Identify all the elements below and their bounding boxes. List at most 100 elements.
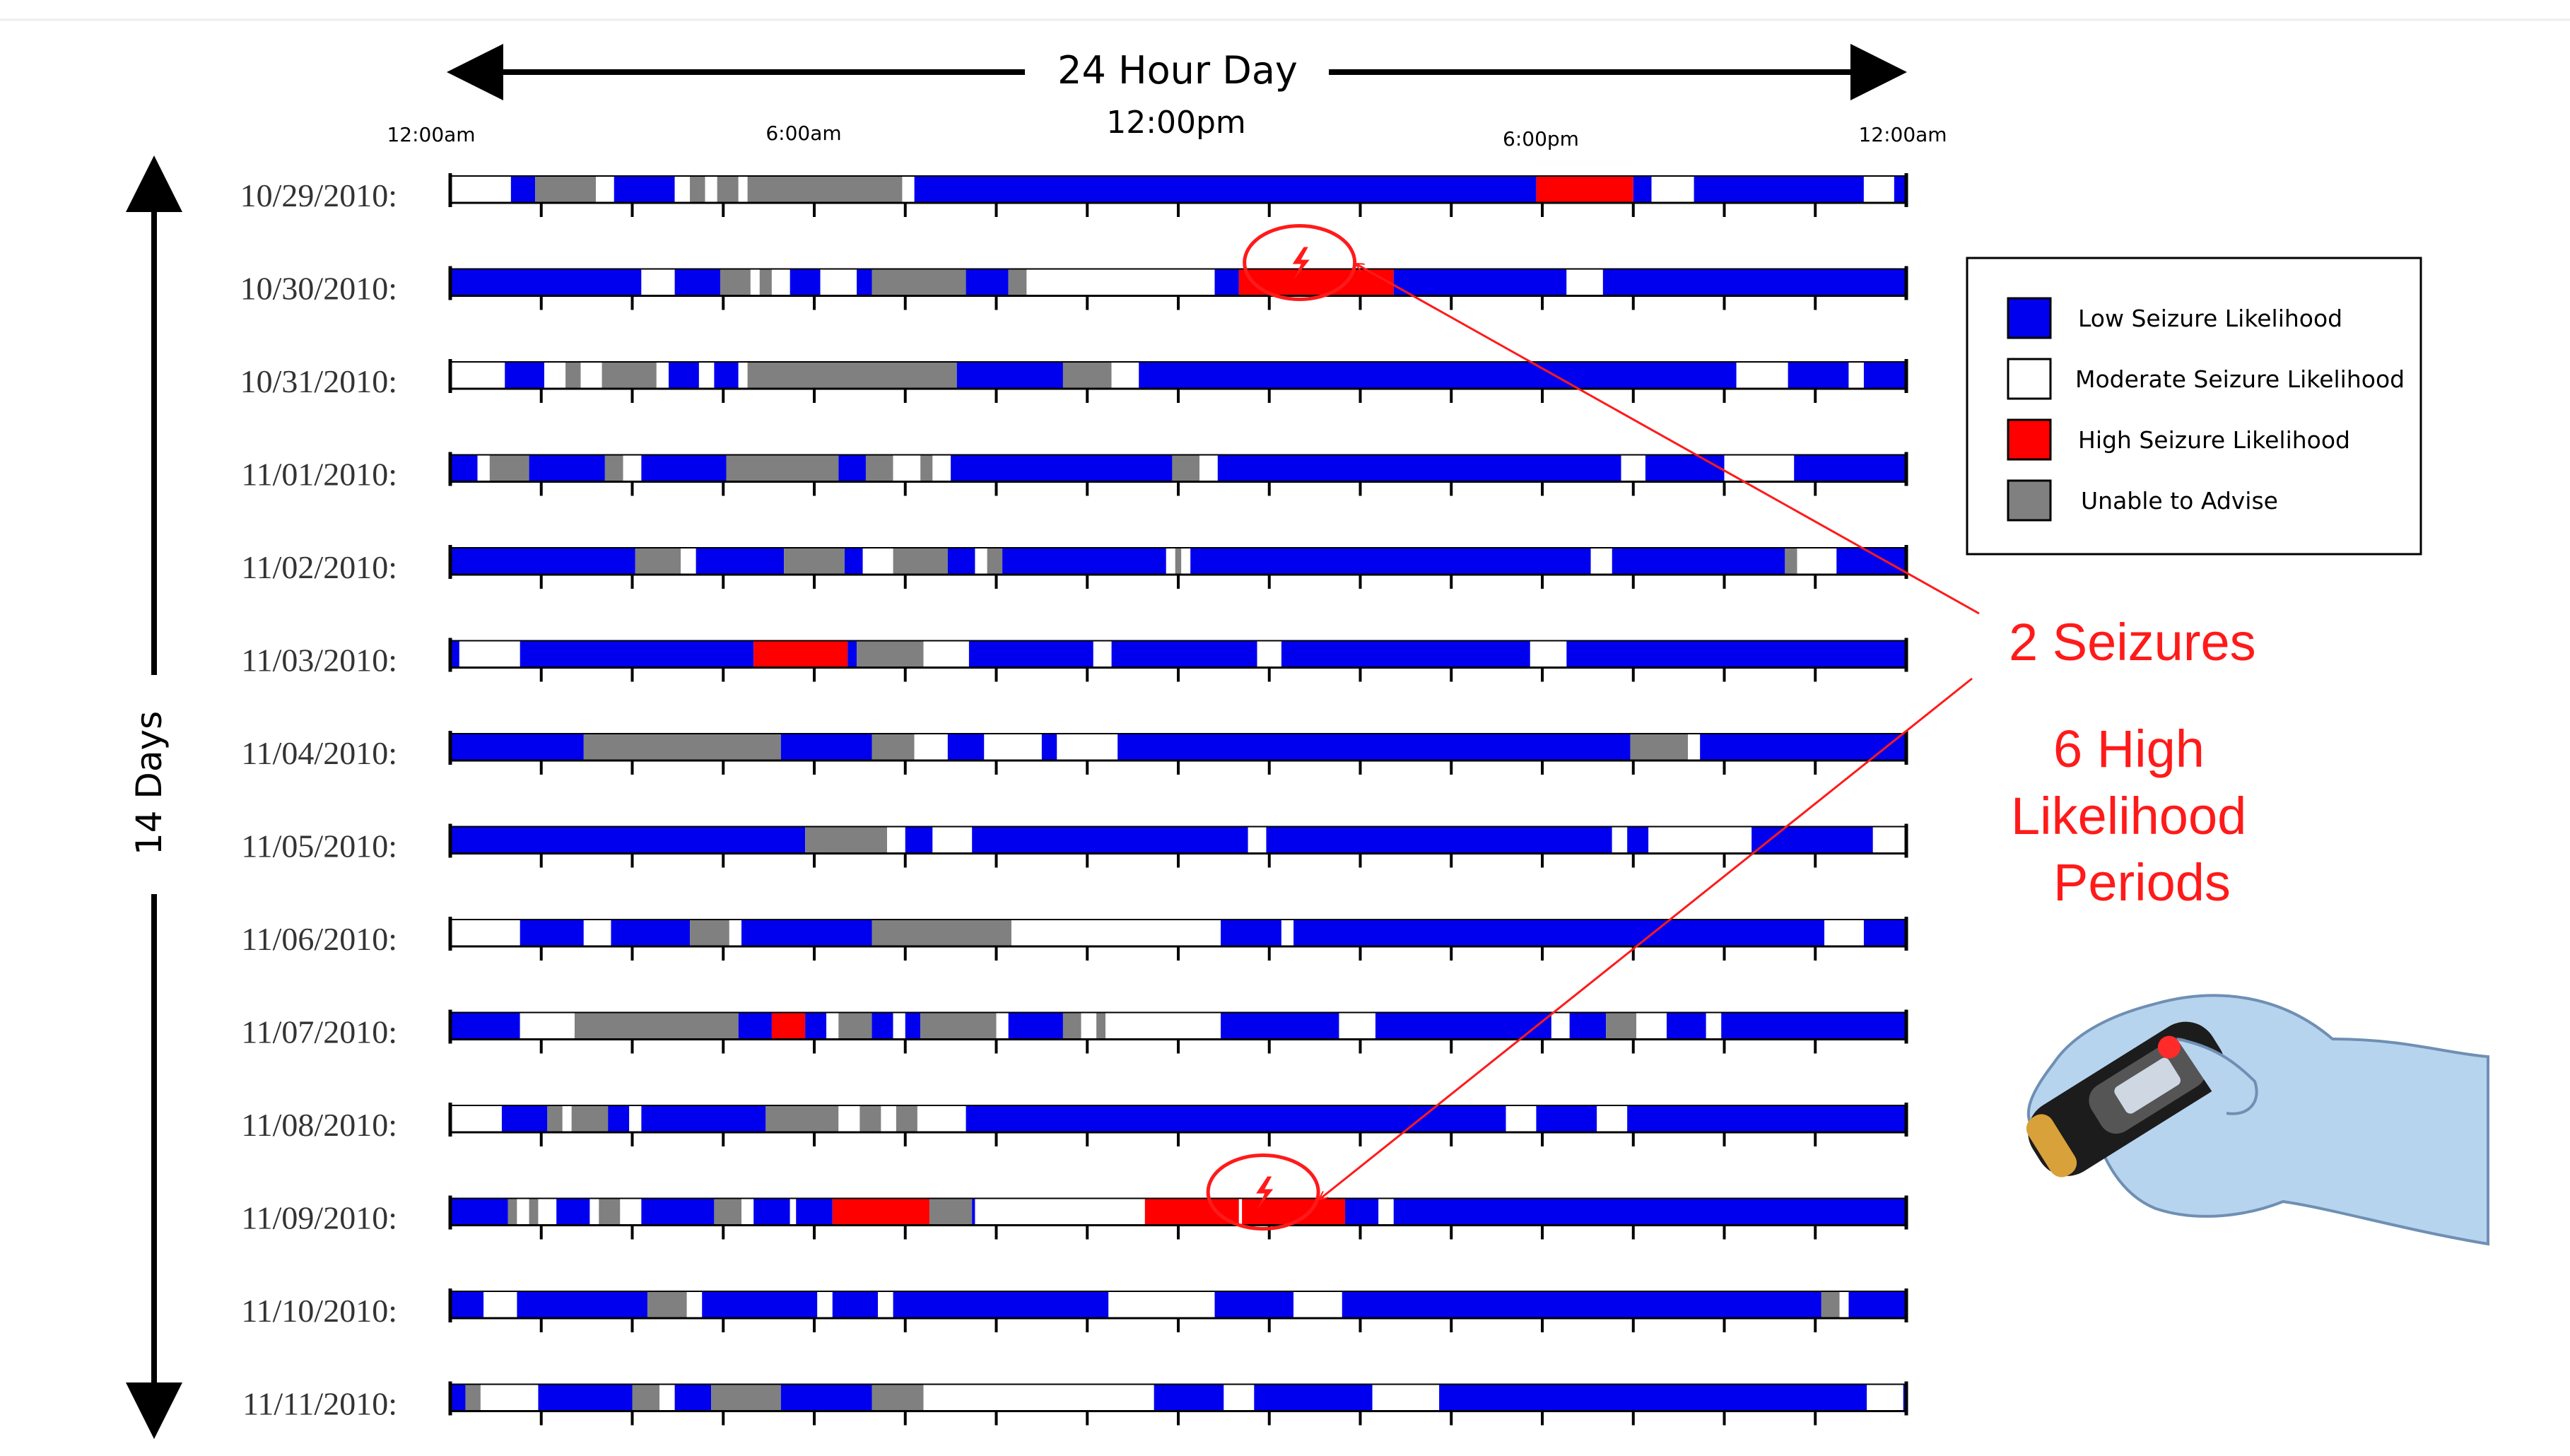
timeline-segment-unable [987,548,1003,575]
timeline-segment-moderate [1688,734,1701,761]
timeline-segment-low [968,640,1093,668]
timeline-segment-low [1848,1291,1906,1318]
tick-label-6pm: 6:00pm [1503,127,1579,151]
timeline-segment-moderate [838,1105,860,1132]
timeline-segment-low [780,1384,872,1411]
day-date-label: 11/08/2010: [241,1107,397,1143]
high-periods-line1: 6 High [2053,720,2205,778]
timeline-segment-moderate [1257,640,1281,668]
day-row: 10/30/2010: [240,266,1908,310]
timeline-segment-moderate [450,1105,502,1132]
timeline-segment-moderate [1105,1012,1221,1040]
seizure-count-annotation: 2 Seizures [2009,613,2256,671]
timeline-segment-moderate [878,1291,893,1318]
timeline-segment-low [1694,176,1864,203]
handheld-device [2026,1021,2225,1178]
timeline-segment-unable [1062,362,1112,389]
timeline-segment-low [611,920,691,946]
seizure-circle [1243,224,1357,301]
timeline-segment-low [1627,826,1649,854]
timeline-segment-low [641,1198,715,1226]
timeline-segment-moderate [1651,176,1694,203]
timeline-segment-moderate [1706,1012,1722,1040]
timeline-segment-moderate [984,734,1042,761]
timeline-segment-moderate [681,548,696,575]
chart-title: 24 Hour Day [1057,48,1298,93]
timeline-segment-moderate [450,176,511,203]
timeline-segment-low [1254,1384,1373,1411]
timeline-segment-low [702,1291,818,1318]
timeline-segment-moderate [580,362,602,389]
legend-swatch-high [2007,418,2052,461]
timeline-segment-unable [632,1384,660,1411]
day-date-label: 11/05/2010: [241,828,397,864]
seizure-lightning-icon [1292,247,1310,280]
timeline-segment-low [1633,176,1652,203]
timeline-segment-moderate [1248,826,1267,854]
timeline-segment-low [1008,1012,1063,1040]
timeline-segment-unable [872,1384,924,1411]
timeline-segment-moderate [1612,826,1628,854]
timeline-segment-moderate [1597,1105,1628,1132]
timeline-segment-low [556,1198,590,1226]
timeline-segment-moderate [1378,1198,1394,1226]
timeline-segment-low [780,734,872,761]
timeline-segment-unable [717,176,739,203]
device-tip [2026,1114,2077,1178]
timeline-segment-moderate [923,1384,1154,1411]
day-row: 11/10/2010: [241,1288,1908,1332]
tick-label-midnight-start: 12:00am [387,123,475,146]
timeline-segment-low [1566,640,1906,668]
timeline-segment-moderate [1081,1012,1097,1040]
timeline-segment-moderate [1093,640,1112,668]
timeline-segment-unable [747,362,957,389]
timeline-segment-low [520,640,754,668]
timeline-segment-moderate [914,734,948,761]
timeline-segment-moderate [996,1012,1009,1040]
y-axis-label: 14 Days [129,711,170,855]
timeline-segment-low [450,1291,484,1318]
timeline-segment-low [1700,734,1906,761]
timeline-segment-low [1752,826,1873,854]
timeline-segment-unable [690,920,729,946]
timeline-segment-low [966,1105,1506,1132]
legend: Low Seizure Likelihood Moderate Seizure … [1966,257,2422,556]
timeline-segment-moderate [893,1012,905,1040]
timeline-segment-low [1602,269,1906,296]
tick-label-midnight-end: 12:00am [1858,123,1947,146]
timeline-segment-unable [535,176,596,203]
timeline-segment-low [1375,1012,1551,1040]
glove-thumb [2176,1038,2258,1115]
day-date-label: 11/07/2010: [241,1014,397,1050]
timeline-segment-low [1569,1012,1607,1040]
day-rows: 10/29/2010: 10/30/2010: 10/31/2010: 11/01/2… [240,173,1908,1426]
timeline-segment-low [893,1291,1109,1318]
timeline-segment-moderate [450,362,505,389]
timeline-segment-low [505,362,545,389]
timeline-segment-unable [1821,1291,1840,1318]
day-row: 11/01/2010: [241,452,1908,496]
day-row: 10/29/2010: [240,173,1908,217]
legend-swatch-low [2007,297,2052,339]
timeline-segment-low [741,920,872,946]
timeline-segment-unable [599,1198,621,1226]
timeline-segment-moderate [517,1198,529,1226]
timeline-segment-low [641,454,727,482]
day-date-label: 11/03/2010: [241,642,397,679]
timeline-segment-moderate [1621,454,1645,482]
timeline-segment-moderate [483,1291,517,1318]
timeline-segment-low [832,1291,879,1318]
timeline-segment-low [1666,1012,1706,1040]
timeline-segment-moderate [923,640,969,668]
timeline-segment-unable [1785,548,1797,575]
timeline-segment-moderate [932,454,951,482]
timeline-segment-high [771,1012,806,1040]
timeline-segment-moderate [1026,269,1215,296]
timeline-segment-low [914,176,1537,203]
day-row: 11/09/2010: [241,1195,1908,1240]
timeline-segment-low [1393,1198,1906,1226]
timeline-segment-moderate [544,362,566,389]
timeline-segment-unable [759,269,772,296]
timeline-segment-unable [865,454,893,482]
timeline-segment-low [674,1384,712,1411]
